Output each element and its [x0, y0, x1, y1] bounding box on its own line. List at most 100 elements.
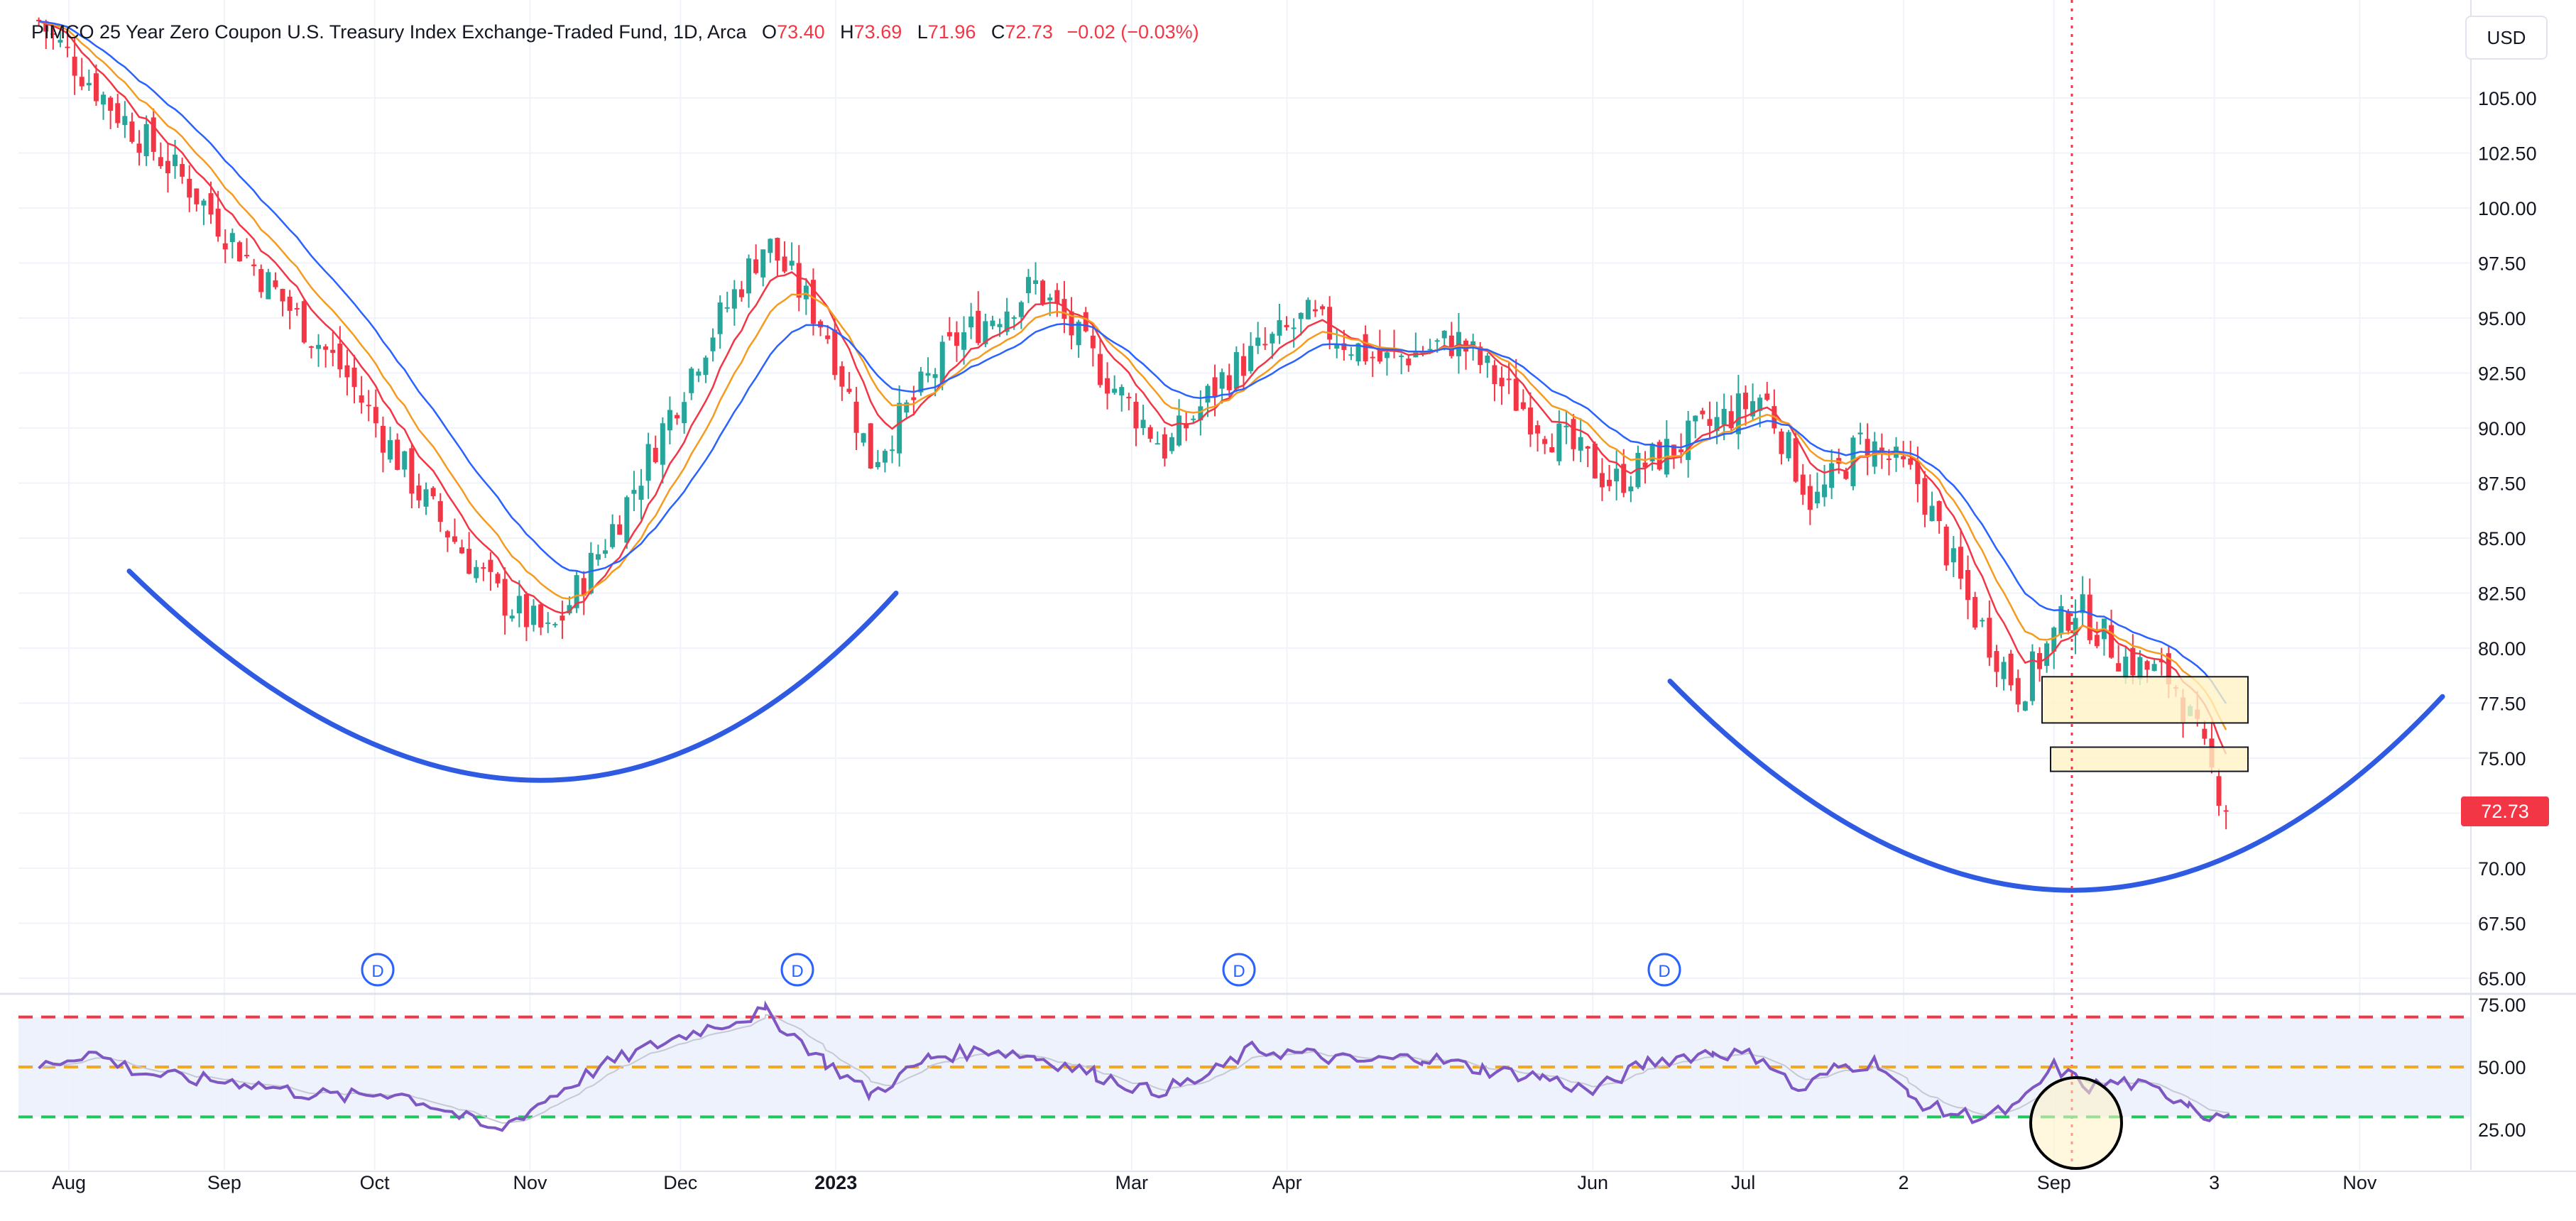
- candle-body: [946, 332, 952, 336]
- candle-body: [2044, 643, 2050, 667]
- time-axis-label: Sep: [207, 1172, 241, 1193]
- candle-body: [846, 388, 852, 393]
- candle-body: [251, 264, 257, 266]
- candle-body: [136, 143, 142, 153]
- currency-button[interactable]: USD: [2465, 16, 2548, 60]
- candle-body: [1649, 444, 1655, 461]
- candle-body: [1679, 449, 1684, 452]
- candle-body: [287, 296, 293, 311]
- candle-body: [1578, 437, 1583, 451]
- price-axis-label: 65.00: [2478, 968, 2526, 990]
- candle-body: [444, 531, 450, 538]
- candle-body: [1814, 491, 1820, 504]
- candle-body: [1779, 431, 1784, 454]
- rounding-bottom-arc: [126, 569, 899, 783]
- candle-body: [1592, 443, 1598, 478]
- candle-body: [523, 594, 529, 628]
- candle-body: [1757, 398, 1763, 411]
- rsi-highlight-circle: [2029, 1076, 2123, 1170]
- candle-body: [897, 403, 902, 454]
- candle-body: [2130, 647, 2136, 676]
- candle-body: [266, 272, 271, 300]
- candle-body: [316, 344, 322, 349]
- candle-body: [531, 606, 537, 625]
- candle-body: [1901, 456, 1906, 459]
- time-axis-label: 2: [1898, 1172, 1909, 1193]
- candle-body: [1642, 462, 1648, 468]
- candle-body: [2073, 618, 2078, 635]
- low-value: 71.96: [927, 21, 976, 43]
- candle-body: [2001, 662, 2007, 679]
- candle-body: [1155, 443, 1160, 445]
- candle-body: [344, 365, 350, 378]
- candle-body: [101, 94, 107, 105]
- candle-body: [1908, 458, 1914, 465]
- candle-body: [2109, 625, 2114, 658]
- candle-body: [710, 337, 716, 351]
- candle-body: [1119, 387, 1125, 396]
- candle-body: [682, 402, 687, 424]
- candle-body: [760, 249, 766, 278]
- supply-zone: [2041, 676, 2249, 724]
- candle-body: [1492, 365, 1497, 385]
- dividend-marker-label: D: [1658, 962, 1670, 981]
- candle-body: [1441, 330, 1447, 339]
- candle-body: [402, 451, 408, 470]
- candle-body: [1599, 473, 1605, 488]
- time-axis-label: Jul: [1731, 1172, 1756, 1193]
- candle-body: [2159, 660, 2164, 662]
- candle-body: [818, 321, 824, 328]
- candle-body: [875, 461, 880, 468]
- candle-body: [803, 285, 809, 300]
- price-axis-label: 70.00: [2478, 858, 2526, 880]
- price-axis-label: 90.00: [2478, 418, 2526, 439]
- candle-body: [1786, 432, 1791, 459]
- candle-body: [1126, 396, 1132, 398]
- time-axis-label: Nov: [513, 1172, 548, 1193]
- candle-body: [1886, 458, 1892, 461]
- candle-body: [782, 256, 787, 272]
- candle-body: [1169, 437, 1174, 451]
- candle-body: [1513, 378, 1519, 411]
- candle-body: [1621, 464, 1627, 493]
- candle-body: [1520, 402, 1526, 410]
- candle-body: [1485, 356, 1490, 363]
- dividend-marker-label: D: [791, 962, 803, 981]
- candle-body: [789, 261, 795, 266]
- candle-body: [1943, 526, 1949, 566]
- candle-body: [201, 200, 207, 206]
- candle-body: [1571, 419, 1576, 449]
- candle-body: [373, 407, 378, 424]
- candle-body: [667, 410, 672, 431]
- candle-body: [122, 116, 128, 126]
- candle-body: [1915, 461, 1921, 484]
- candle-body: [968, 316, 974, 328]
- candle-body: [1549, 447, 1555, 453]
- time-axis-label: Nov: [2342, 1172, 2377, 1193]
- candle-body: [696, 371, 702, 376]
- candle-body: [1607, 479, 1612, 486]
- price-axis-label: 102.50: [2478, 143, 2537, 165]
- dividend-marker: [1222, 953, 1256, 987]
- time-axis-label: Dec: [663, 1172, 697, 1193]
- candle-body: [1707, 419, 1713, 426]
- candle-body: [1025, 277, 1031, 294]
- candle-body: [961, 332, 967, 350]
- candle-body: [645, 444, 651, 481]
- candle-body: [1721, 408, 1727, 425]
- candle-body: [165, 160, 170, 174]
- candle-body: [509, 615, 515, 619]
- candle-body: [330, 349, 336, 354]
- candle-body: [173, 154, 178, 167]
- candle-body: [1033, 280, 1039, 285]
- candle-body: [459, 547, 465, 554]
- candle-body: [703, 357, 709, 376]
- candle-body: [1177, 415, 1182, 446]
- candle-body: [1535, 425, 1541, 434]
- rsi-axis-label: 50.00: [2478, 1057, 2526, 1078]
- candle-body: [43, 21, 49, 32]
- candle-body: [853, 401, 859, 433]
- candle-body: [595, 554, 601, 560]
- candle-body: [832, 329, 838, 376]
